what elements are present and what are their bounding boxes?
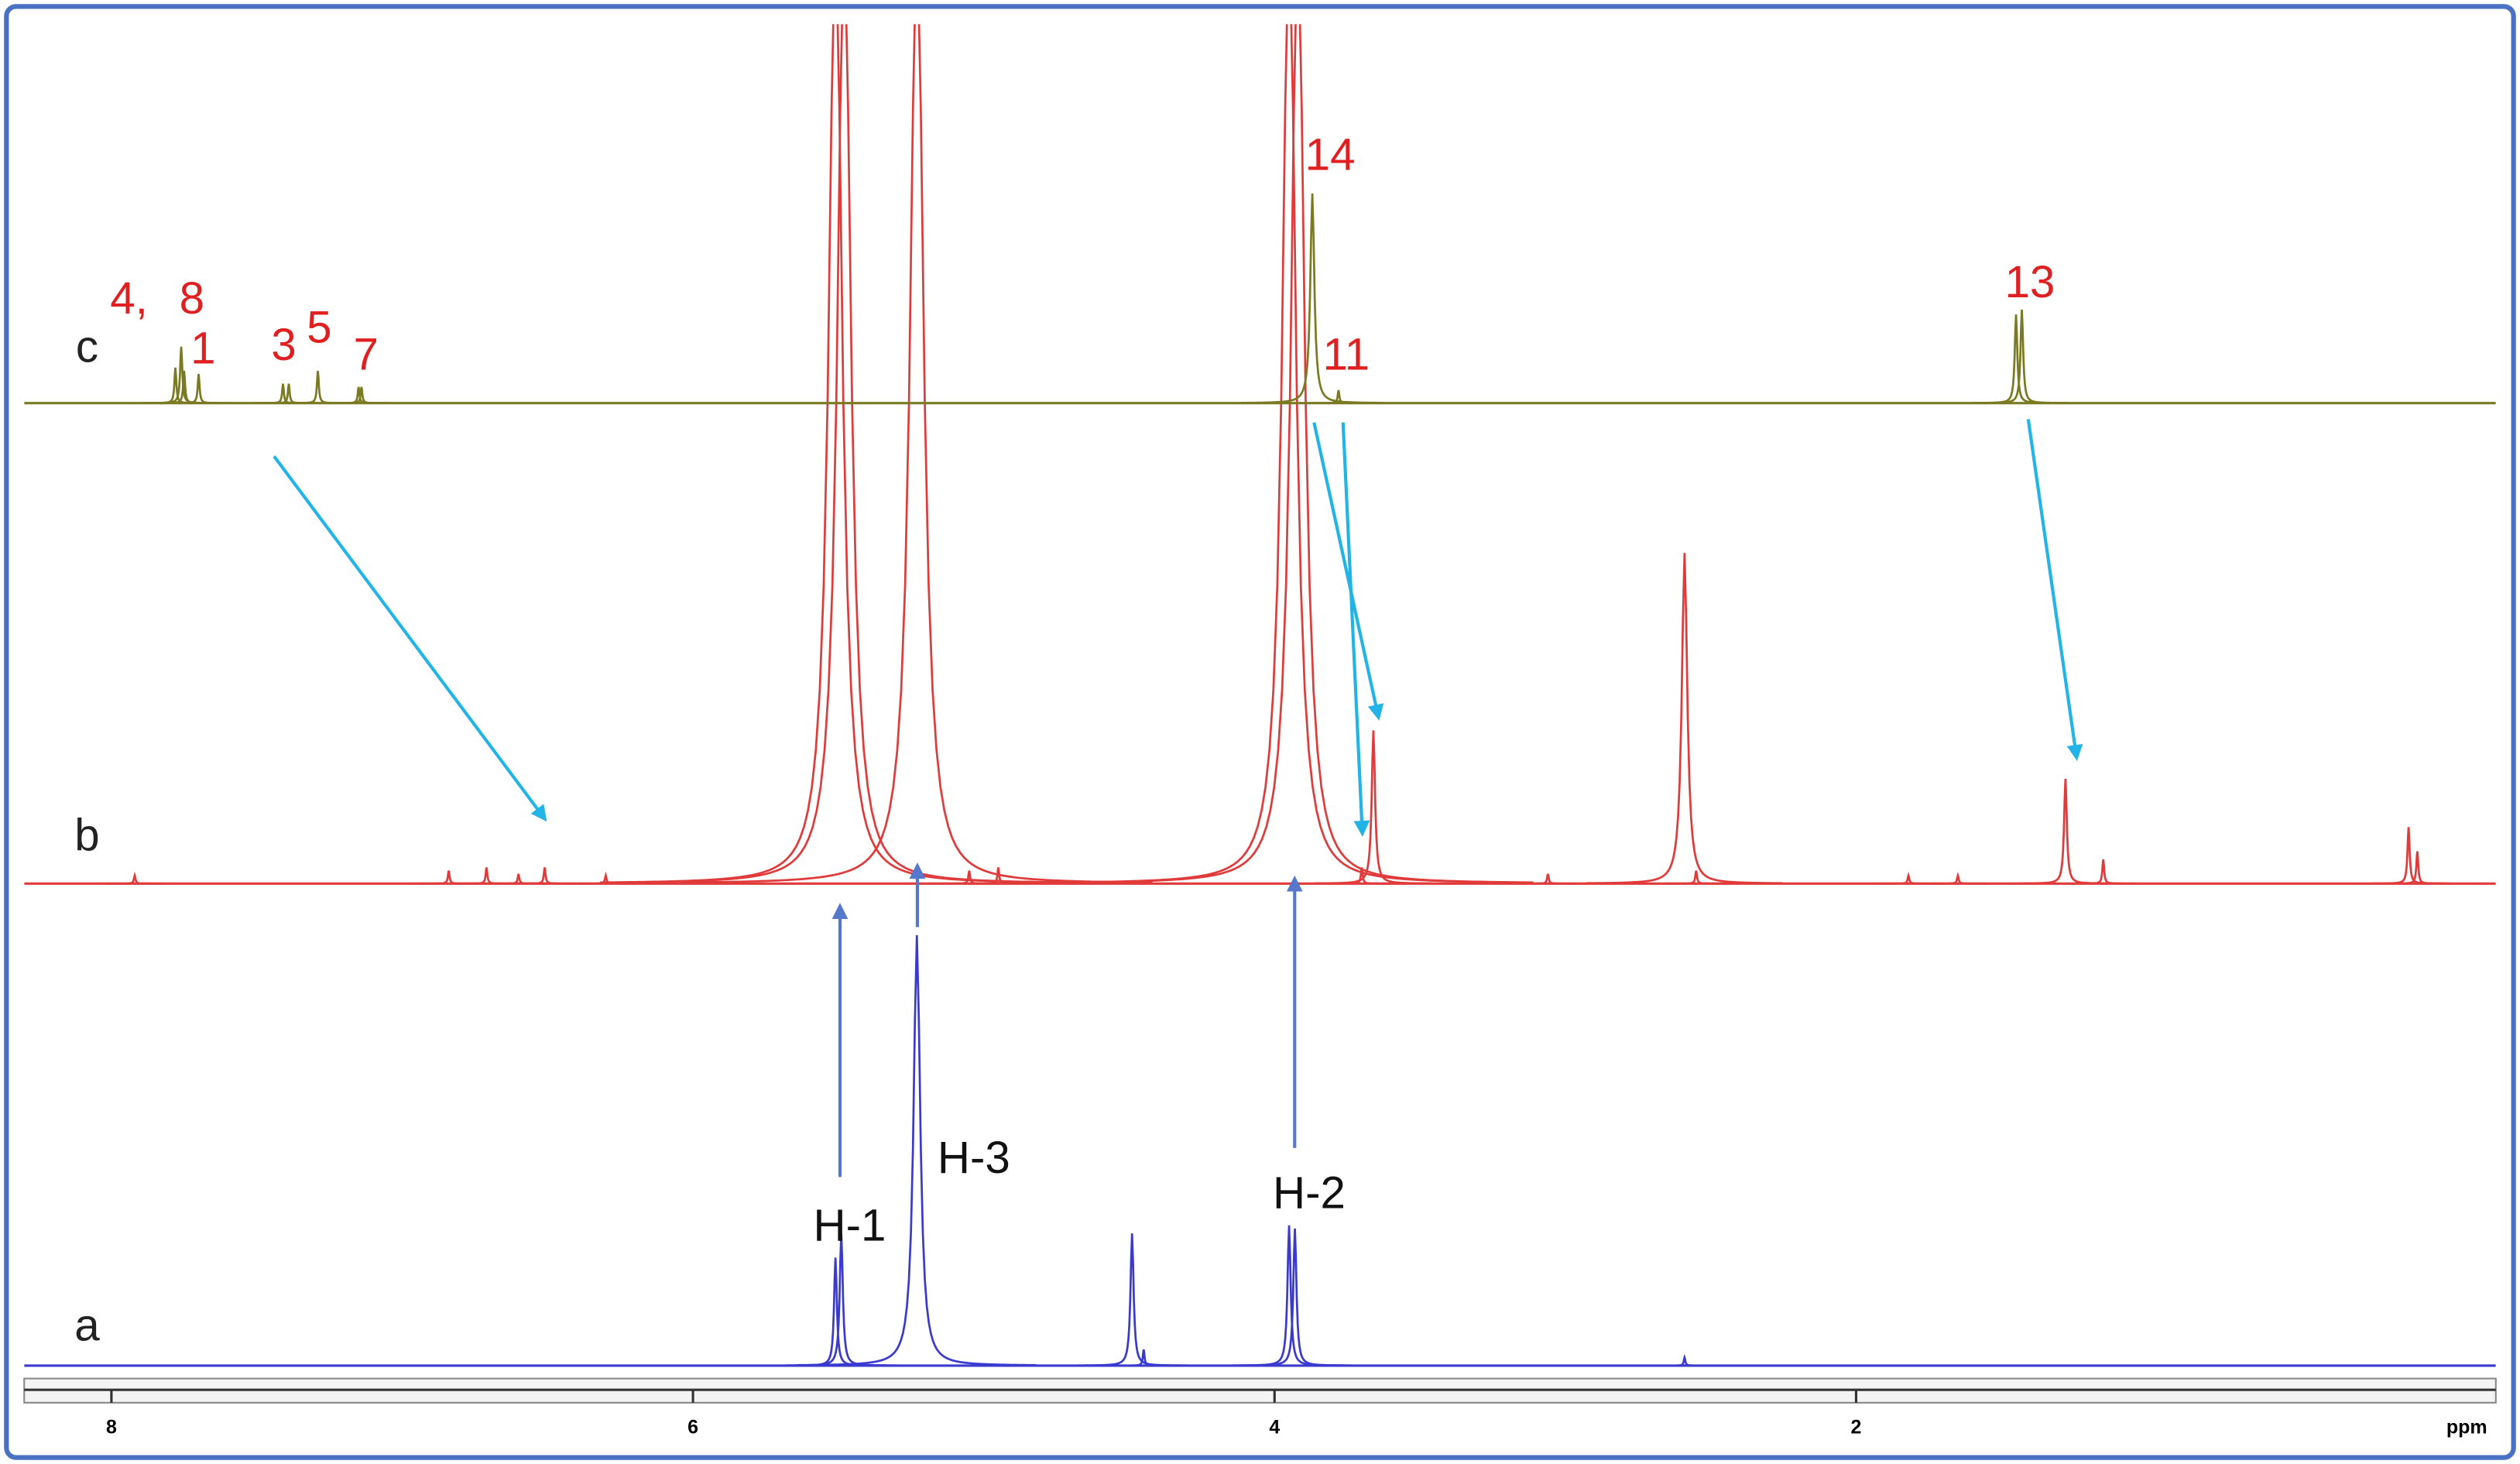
annotation: 5 (307, 302, 331, 352)
annotation: H-3 (938, 1133, 1010, 1183)
peak (1314, 730, 1433, 885)
arrow (273, 455, 547, 822)
peak (969, 867, 1028, 885)
peak (1656, 1353, 1713, 1367)
peak (331, 386, 392, 404)
arrow (1312, 422, 1384, 721)
peak (1929, 871, 1986, 885)
x-axis-label: ppm (2446, 1417, 2487, 1438)
arrow (2026, 419, 2083, 761)
peak (1062, 24, 1534, 884)
peak (2384, 851, 2451, 885)
annotation: 13 (2004, 257, 2055, 307)
arrows (273, 419, 2083, 1178)
x-tick-label: 4 (1269, 1417, 1280, 1438)
x-tick-label: 8 (106, 1417, 117, 1438)
peak (1113, 1349, 1174, 1367)
annotation: 1 (190, 323, 215, 373)
trace-label: a (74, 1300, 100, 1350)
arrow (1341, 422, 1370, 837)
trace-label: b (74, 810, 99, 860)
annotation: H-1 (814, 1200, 886, 1250)
peak (578, 871, 634, 885)
peak (515, 867, 574, 885)
peak (797, 934, 1037, 1366)
peak (1519, 873, 1576, 885)
peak (1975, 309, 2069, 404)
annotation: 14 (1305, 130, 1356, 180)
peak (1586, 553, 1783, 885)
annotation: 8 (180, 273, 204, 324)
annotation: 7 (354, 330, 379, 380)
trace-label: c (76, 321, 98, 372)
peak (1309, 389, 1368, 404)
peak (166, 374, 231, 404)
peak (106, 871, 163, 885)
annotation: 11 (1323, 330, 1370, 380)
annotation: H-2 (1273, 1168, 1346, 1219)
peak (1667, 870, 1726, 885)
peak (2072, 859, 2135, 885)
x-tick-label: 6 (687, 1417, 698, 1438)
frame (4, 4, 2516, 1460)
annotation: 3 (271, 320, 296, 370)
traces (24, 24, 2496, 1367)
x-tick-label: 2 (1851, 1417, 1862, 1438)
peak (1239, 1228, 1351, 1367)
peak (1881, 871, 1937, 885)
annotation: 4, (110, 273, 148, 324)
peak (681, 24, 1153, 884)
